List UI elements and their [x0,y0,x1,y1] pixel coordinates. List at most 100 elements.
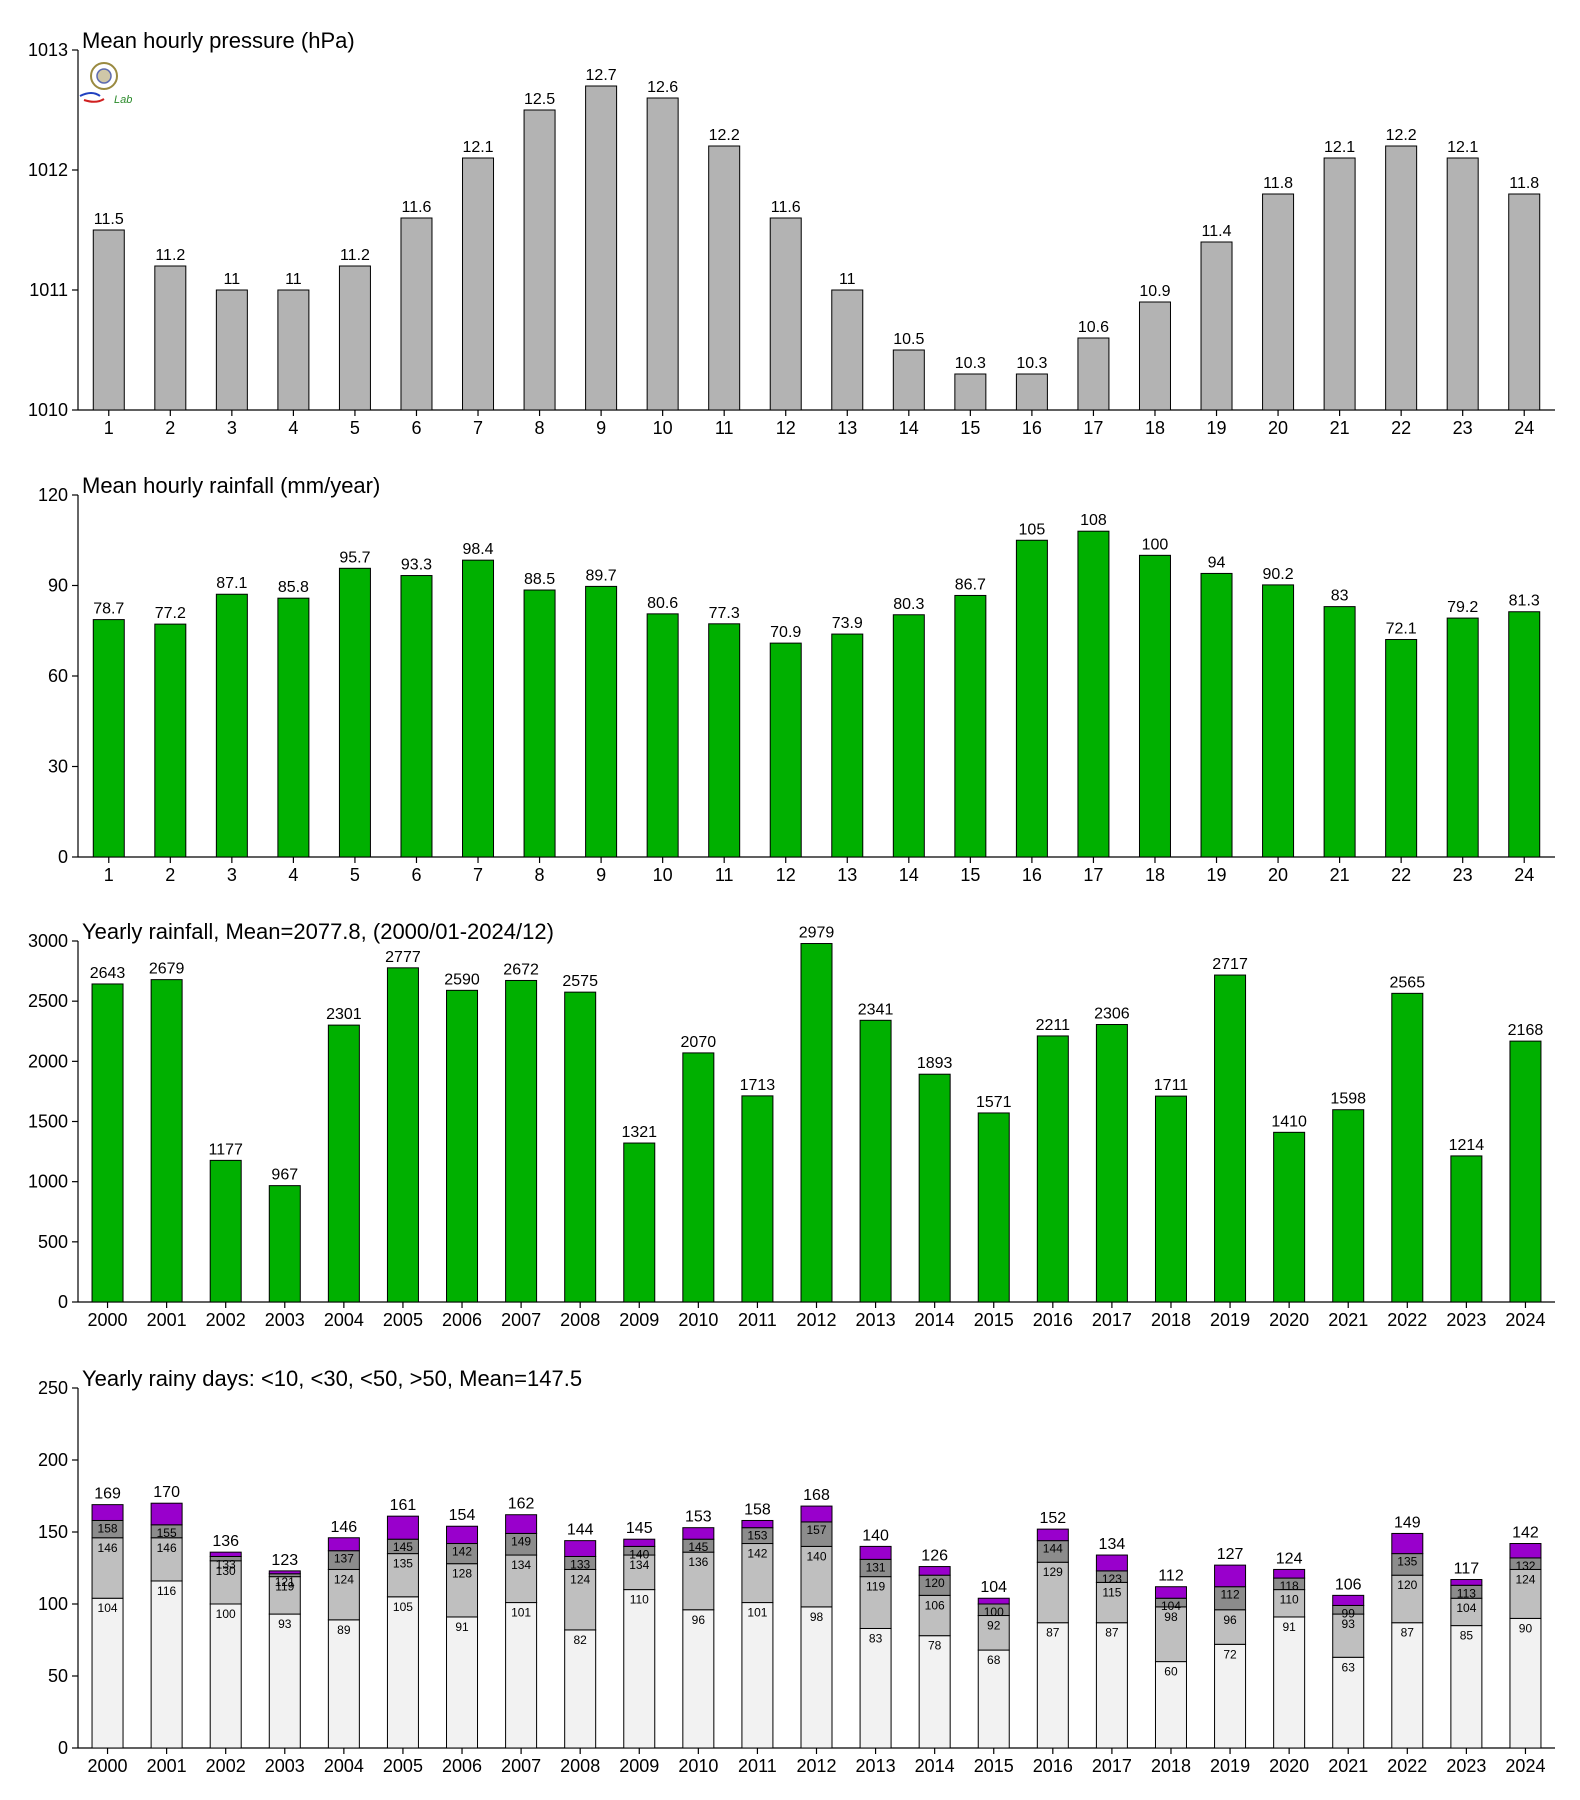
segment-value-label: 145 [393,1540,413,1554]
segment-value-label: 149 [511,1534,531,1548]
segment-value-label: 89 [337,1623,351,1637]
bar-total-label: 162 [508,1496,535,1513]
segment-value-label: 133 [216,1557,236,1571]
bar-total-label: 104 [980,1579,1007,1596]
x-tick-label: 2003 [265,1756,305,1776]
segment-value-label: 101 [747,1606,767,1620]
bar-value-label: 10.3 [955,355,986,372]
bar [954,594,987,858]
x-tick-label: 19 [1207,865,1227,885]
bar-value-label: 95.7 [339,549,370,566]
x-tick-label: 18 [1145,418,1165,438]
segment-value-label: 85 [1460,1629,1474,1643]
segment-value-label: 104 [1161,1599,1181,1613]
bar-value-label: 11.4 [1202,223,1232,240]
x-tick-label: 18 [1145,865,1165,885]
bar [1508,193,1541,411]
bar-segment-gt50 [446,1525,479,1545]
bar-value-label: 2672 [503,961,539,978]
bar-segment-gt50 [386,1515,419,1540]
bar-value-label: 10.3 [1016,355,1047,372]
x-tick-label: 10 [653,865,673,885]
bar [623,1142,656,1303]
bar-value-label: 2575 [562,973,598,990]
chart-panel-yearly_rain: Yearly rainfall, Mean=2077.8, (2000/01-2… [28,919,1555,1330]
segment-value-label: 146 [157,1541,177,1555]
segment-value-label: 137 [334,1552,354,1566]
bar [800,943,833,1303]
x-tick-label: 2020 [1269,1756,1309,1776]
x-tick-label: 2012 [796,1756,836,1776]
bar-segment-lt10 [800,1606,833,1749]
segment-value-label: 146 [98,1541,118,1555]
x-tick-label: 5 [350,865,360,885]
y-tick-label: 200 [38,1450,68,1470]
segment-value-label: 104 [98,1601,118,1615]
x-tick-label: 2014 [915,1756,955,1776]
bar [215,289,248,411]
segment-value-label: 128 [452,1567,472,1581]
bar-segment-lt10 [564,1629,597,1749]
bar-segment-gt50 [977,1597,1010,1605]
segment-value-label: 135 [1397,1555,1417,1569]
x-tick-label: 20 [1268,865,1288,885]
bar-total-label: 170 [153,1484,180,1501]
segment-value-label: 133 [570,1557,590,1571]
x-tick-label: 2003 [265,1310,305,1330]
x-tick-label: 21 [1330,865,1350,885]
bar-segment-gt50 [1273,1568,1306,1579]
bar-value-label: 80.6 [647,595,678,612]
bar [209,1159,242,1303]
segment-value-label: 96 [692,1613,706,1627]
bar-segment-lt10 [150,1580,183,1749]
bar-value-label: 87.1 [216,575,247,592]
y-tick-label: 60 [48,666,68,686]
segment-value-label: 105 [393,1600,413,1614]
bar-total-label: 134 [1099,1536,1126,1553]
y-tick-label: 0 [58,1738,68,1758]
bar-segment-gt50 [1036,1528,1069,1542]
x-tick-label: 15 [960,865,980,885]
bar-value-label: 105 [1019,521,1046,538]
bar-value-label: 93.3 [401,557,432,574]
bar-value-label: 81.3 [1509,593,1540,610]
bar-value-label: 1598 [1330,1091,1366,1108]
segment-value-label: 140 [629,1547,649,1561]
bar-value-label: 2341 [858,1001,894,1018]
bar-total-label: 124 [1276,1550,1303,1567]
x-tick-label: 2013 [856,1310,896,1330]
bar-value-label: 77.2 [155,605,186,622]
x-tick-label: 14 [899,865,919,885]
bar-value-label: 72.1 [1386,620,1417,637]
bar-total-label: 153 [685,1509,712,1526]
x-tick-label: 2006 [442,1756,482,1776]
segment-value-label: 140 [806,1549,826,1563]
x-tick-label: 2017 [1092,1310,1132,1330]
y-tick-label: 90 [48,576,68,596]
bar-segment-lt30 [1214,1609,1247,1645]
bar-segment-lt30 [505,1554,538,1604]
bar-value-label: 83 [1331,588,1349,605]
segment-value-label: 131 [866,1560,886,1574]
x-tick-label: 2007 [501,1310,541,1330]
x-tick-label: 2005 [383,1756,423,1776]
bar-segment-gt50 [564,1540,597,1557]
bar [268,1185,301,1303]
bar [1138,301,1171,411]
bar-total-label: 123 [271,1552,298,1569]
y-tick-label: 120 [38,485,68,505]
bar-value-label: 2777 [385,949,421,966]
bar-segment-lt10 [1036,1622,1069,1749]
segment-value-label: 104 [1456,1601,1476,1615]
bar [646,97,679,411]
bar-total-label: 161 [390,1497,417,1514]
bar [564,991,597,1303]
bar-value-label: 1571 [976,1094,1012,1111]
x-tick-label: 24 [1514,418,1534,438]
bar-segment-lt50 [800,1521,833,1547]
x-tick-label: 2004 [324,1756,364,1776]
bar [215,593,248,858]
x-tick-label: 2004 [324,1310,364,1330]
bar-total-label: 117 [1454,1561,1480,1578]
bar-total-label: 142 [1512,1525,1539,1542]
